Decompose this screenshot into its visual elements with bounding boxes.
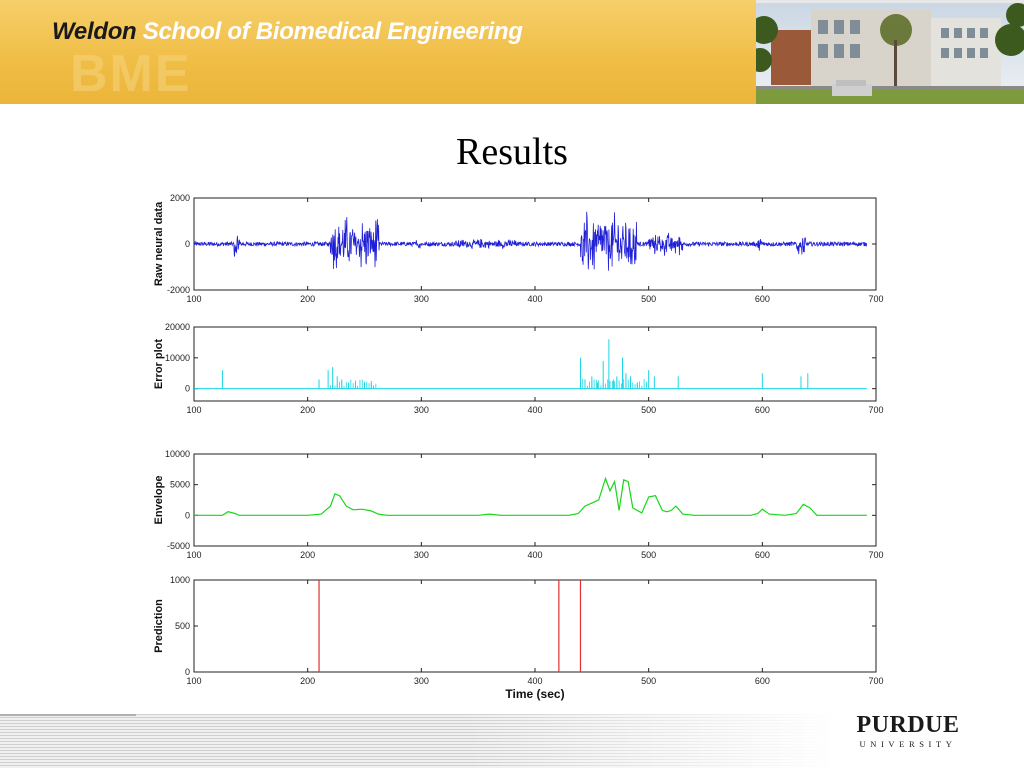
- x-tick-label: 400: [527, 294, 542, 304]
- x-tick-label: 200: [300, 405, 315, 415]
- plot-frame: [193, 579, 877, 673]
- x-tick-label: 700: [868, 405, 883, 415]
- x-axis-label: Time (sec): [505, 687, 564, 701]
- plot-frame: [193, 326, 877, 402]
- footer-divider: [0, 714, 136, 716]
- y-tick-label: -2000: [167, 285, 190, 295]
- footer-fade: [0, 714, 1024, 768]
- banner-title-weldon: Weldon: [52, 18, 137, 45]
- x-tick-label: 700: [868, 294, 883, 304]
- y-tick-label: 500: [175, 621, 190, 631]
- y-tick-label: 5000: [170, 480, 190, 490]
- y-axis-label: Envelope: [153, 476, 165, 525]
- building-photo: [756, 0, 1024, 104]
- x-tick-label: 200: [300, 294, 315, 304]
- header-banner: BME Weldon School of Biomedical Engineer…: [0, 0, 1024, 104]
- banner-title: Weldon School of Biomedical Engineering: [52, 18, 523, 46]
- y-tick-label: 20000: [165, 322, 190, 332]
- y-tick-label: 2000: [170, 193, 190, 203]
- x-tick-label: 500: [641, 550, 656, 560]
- x-tick-label: 200: [300, 550, 315, 560]
- plot-frame: [193, 453, 877, 547]
- x-tick-label: 100: [186, 676, 201, 686]
- x-tick-label: 100: [186, 550, 201, 560]
- banner-watermark: BME: [70, 45, 192, 103]
- x-tick-label: 100: [186, 294, 201, 304]
- x-tick-label: 300: [414, 676, 429, 686]
- raw-signal-series: [193, 211, 868, 271]
- x-tick-label: 600: [755, 676, 770, 686]
- banner-title-school: School of Biomedical Engineering: [142, 18, 523, 45]
- y-tick-label: 0: [185, 239, 190, 249]
- y-tick-label: 10000: [165, 353, 190, 363]
- purdue-logo-name: PURDUE: [856, 712, 960, 738]
- envelope-series: [194, 476, 867, 516]
- x-tick-label: 500: [641, 294, 656, 304]
- x-tick-label: 700: [868, 550, 883, 560]
- y-tick-label: 0: [185, 384, 190, 394]
- x-tick-label: 500: [641, 405, 656, 415]
- x-tick-label: 400: [527, 405, 542, 415]
- purdue-logo-sub: UNIVERSITY: [859, 739, 957, 749]
- x-tick-label: 100: [186, 405, 201, 415]
- banner-background: [0, 0, 756, 104]
- x-tick-label: 600: [755, 294, 770, 304]
- y-tick-label: 10000: [165, 449, 190, 459]
- x-tick-label: 500: [641, 676, 656, 686]
- purdue-logo: PURDUE UNIVERSITY: [852, 712, 964, 749]
- chart-panel-2: 20000 10000 0 100 200 300 400 500 600 700 Error pl…: [153, 322, 884, 415]
- x-tick-label: 600: [755, 550, 770, 560]
- y-tick-label: -5000: [167, 541, 190, 551]
- y-tick-label: 1000: [170, 575, 190, 585]
- y-axis-label: Raw neural data: [153, 201, 165, 286]
- x-tick-label: 400: [527, 550, 542, 560]
- y-tick-label: 0: [185, 510, 190, 520]
- y-tick-label: 0: [185, 667, 190, 677]
- x-tick-label: 400: [527, 676, 542, 686]
- x-tick-label: 200: [300, 676, 315, 686]
- x-tick-label: 300: [414, 294, 429, 304]
- x-tick-label: 300: [414, 550, 429, 560]
- slide-title: Results: [456, 131, 568, 173]
- y-axis-label: Error plot: [153, 339, 165, 389]
- x-tick-label: 600: [755, 405, 770, 415]
- y-axis-label: Prediction: [153, 599, 165, 653]
- x-tick-label: 300: [414, 405, 429, 415]
- x-tick-label: 700: [868, 676, 883, 686]
